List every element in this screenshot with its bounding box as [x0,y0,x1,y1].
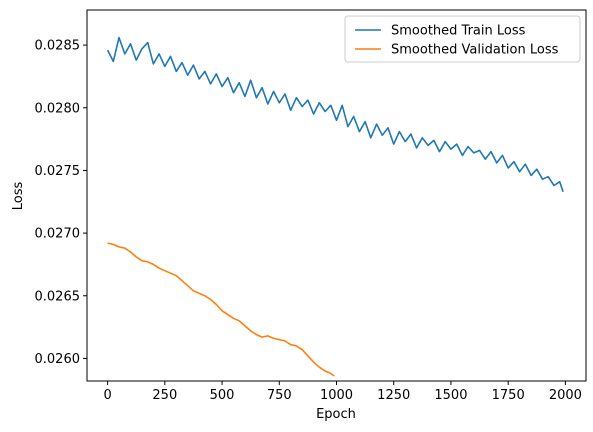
legend-box [344,15,581,63]
x-tick-label: 1500 [434,388,467,403]
y-tick-label: 0.0265 [35,289,81,304]
x-tick-label: 2000 [549,388,582,403]
series-line-validation [107,242,335,377]
x-tick-label: 0 [103,388,111,403]
x-tick-label: 1000 [320,388,353,403]
legend-label-train: Smoothed Train Loss [391,24,526,39]
x-tick-label: 500 [210,388,235,403]
y-tick-label: 0.0285 [35,39,81,54]
series-line-train [106,36,564,192]
x-tick-label: 1250 [377,388,410,403]
plot-frame [86,9,587,382]
x-axis-title: Epoch [316,407,356,422]
y-tick-label: 0.0270 [35,227,81,242]
x-tick-label: 250 [152,388,177,403]
y-axis-title: Loss [11,182,26,211]
legend-label-validation: Smoothed Validation Loss [391,43,559,58]
series-layer [106,36,564,377]
plot-area [86,9,587,382]
y-tick-label: 0.0260 [35,352,81,367]
y-axis: 0.0260 0.0265 0.0270 0.0275 0.0280 0.0285 [35,39,87,367]
x-axis: 0 250 500 750 1000 1250 1500 1750 2000 [103,381,582,403]
x-tick-label: 750 [267,388,292,403]
x-tick-label: 1750 [492,388,525,403]
y-tick-label: 0.0280 [35,101,81,116]
y-tick-label: 0.0275 [35,164,81,179]
legend: Smoothed Train Loss Smoothed Validation L… [344,15,581,63]
